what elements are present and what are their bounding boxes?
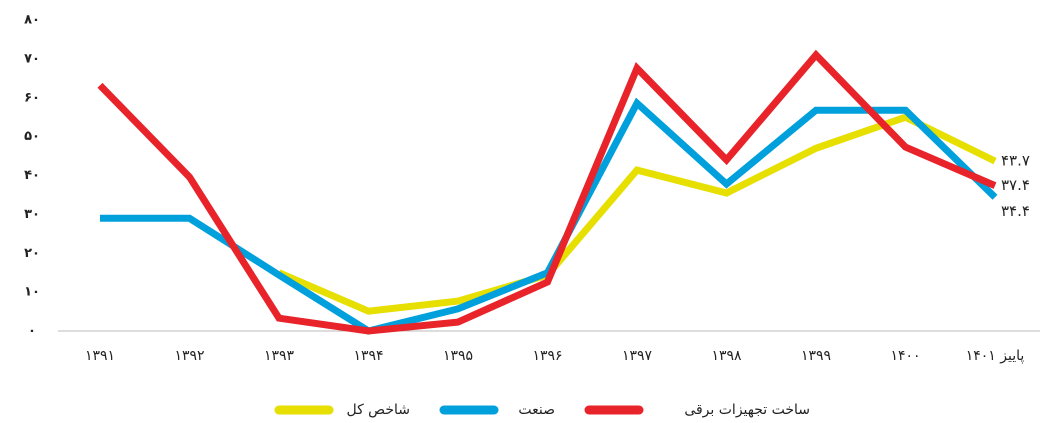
series-line xyxy=(100,97,998,335)
y-tick-label: ۸۰ xyxy=(24,13,40,28)
legend-label: صنعت xyxy=(518,402,555,418)
y-tick-label: ۳۰ xyxy=(24,207,40,222)
x-tick-label: ۱۴۰۰ xyxy=(890,348,920,364)
y-tick-label: ۶۰ xyxy=(24,90,40,105)
value-label: ۴۳.۷ xyxy=(1001,152,1030,170)
y-tick-label: ۷۰ xyxy=(24,51,40,66)
series-line xyxy=(277,113,997,315)
x-tick-label: ۱۳۹۹ xyxy=(801,348,831,364)
x-tick-label: ۱۳۹۶ xyxy=(532,348,562,364)
y-tick-label: ۴۰ xyxy=(24,168,40,183)
x-tick-label: ۱۳۹۲ xyxy=(174,348,204,364)
x-tick-label: ۱۳۹۷ xyxy=(622,348,653,364)
y-tick-label: ۵۰ xyxy=(24,129,40,144)
x-tick-label: ۱۳۹۵ xyxy=(443,348,473,364)
x-tick-label: پاییز ۱۴۰۱ xyxy=(966,348,1025,364)
x-tick-label: ۱۳۹۳ xyxy=(264,348,295,364)
x-tick-label: ۱۳۹۱ xyxy=(85,348,115,364)
x-tick-label: ۱۳۹۴ xyxy=(353,348,383,364)
value-label: ۳۷.۴ xyxy=(1001,176,1030,194)
y-tick-label: ۲۰ xyxy=(24,246,40,261)
legend-label: ساخت تجهیزات برقی xyxy=(684,402,810,418)
series-line xyxy=(97,49,997,335)
y-tick-label: ۰ xyxy=(28,324,36,339)
legend-label: شاخص کل xyxy=(346,402,410,418)
y-tick-label: ۱۰ xyxy=(24,285,40,300)
x-tick-label: ۱۳۹۸ xyxy=(711,348,742,364)
value-label: ۳۴.۴ xyxy=(1001,202,1030,220)
